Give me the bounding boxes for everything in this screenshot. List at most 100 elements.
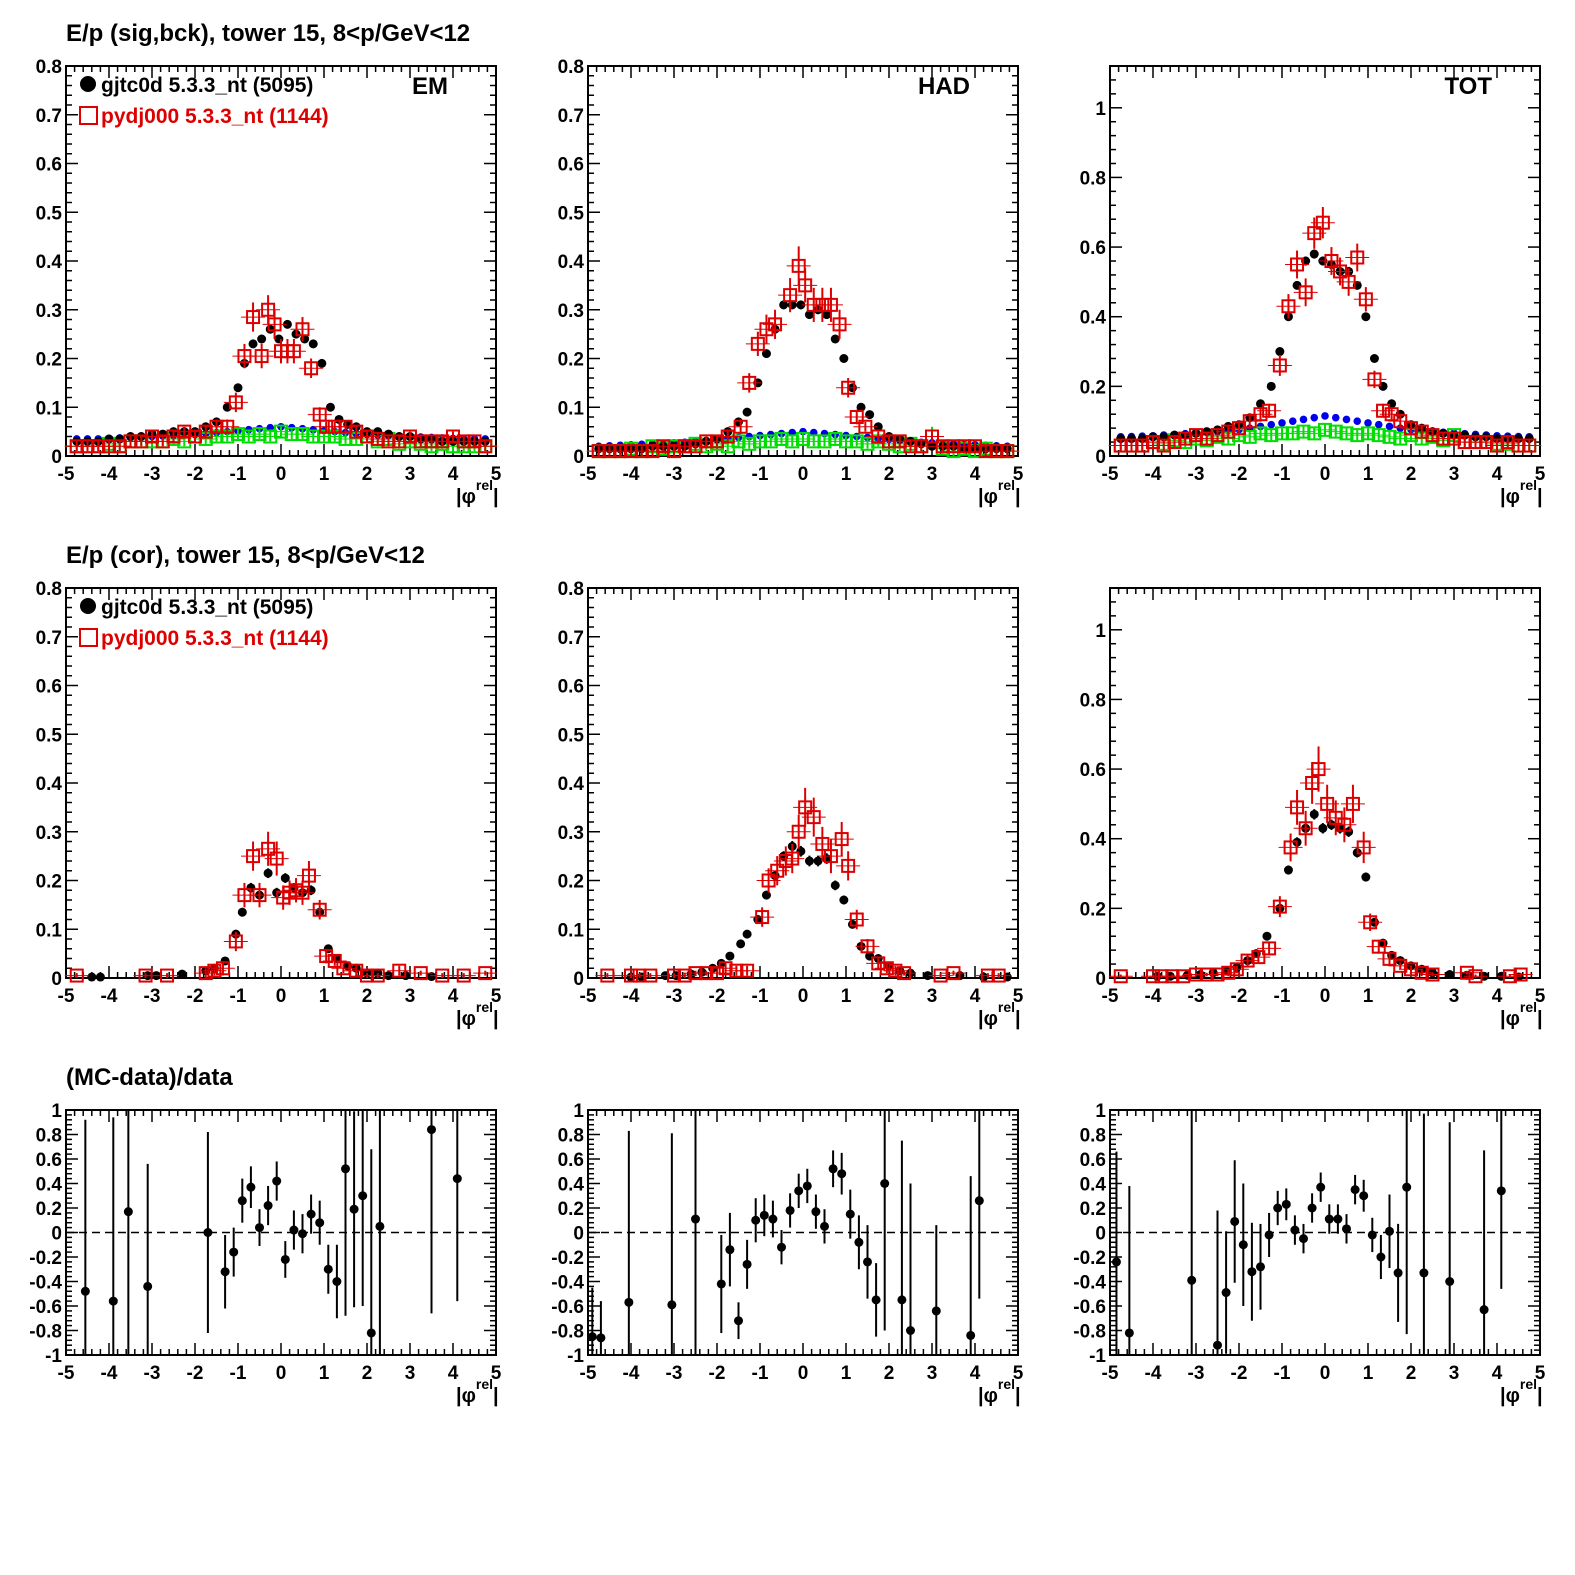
- panel-cor-em: -5 -4 -3 -2 -1 0 1 2 3 4 5 0 0.1 0.2 0.3 0.4 0.5 0.6 0.7 0.…: [36, 579, 502, 1030]
- data-point: [845, 1209, 855, 1219]
- y-tick-label: 0.3: [36, 301, 62, 322]
- x-tick-label: 3: [405, 464, 416, 485]
- x-tick-label: -5: [1102, 986, 1119, 1007]
- data-point: [691, 1214, 700, 1224]
- x-tick-label: 5: [1535, 464, 1546, 485]
- x-tick-label: 1: [1363, 986, 1374, 1007]
- x-tick-label: 5: [1013, 464, 1024, 485]
- data-point: [1264, 1230, 1274, 1240]
- x-tick-label: -3: [144, 464, 161, 485]
- y-tick-label: 0.7: [558, 628, 584, 649]
- data-point: [257, 334, 267, 344]
- data-point: [108, 1296, 118, 1306]
- legend-label-data: gjtc0d 5.3.3_nt (5095): [101, 74, 313, 97]
- y-tick-label: 1: [1095, 1101, 1106, 1122]
- x-axis-label: |φrel|: [1500, 477, 1543, 508]
- x-tick-label: 5: [1013, 986, 1024, 1007]
- data-point: [1213, 1340, 1222, 1350]
- x-tick-label: -4: [101, 986, 118, 1007]
- data-point: [811, 1207, 821, 1217]
- data-point: [742, 1259, 752, 1269]
- legend-label-mc: pydj000 5.3.3_nt (1144): [101, 105, 329, 128]
- data-point: [1281, 1199, 1291, 1209]
- y-tick-label: 0.6: [558, 677, 584, 698]
- x-tick-label: 2: [884, 986, 895, 1007]
- y-tick-label: 0.2: [36, 1199, 62, 1220]
- data-point: [263, 868, 273, 878]
- y-tick-label: 0.4: [558, 774, 585, 795]
- data-point: [1288, 417, 1297, 425]
- data-point: [1273, 1203, 1283, 1213]
- data-point: [1275, 347, 1285, 357]
- y-tick-label: 0.4: [1080, 1175, 1107, 1196]
- x-axis-label: |φrel|: [456, 999, 499, 1030]
- y-tick-label: 0.1: [36, 920, 63, 941]
- data-point: [1262, 931, 1272, 941]
- data-point: [796, 300, 806, 310]
- y-tick-label: 0.4: [558, 252, 585, 273]
- data-point: [366, 1328, 376, 1338]
- panel-sigbck-had: -5 -4 -3 -2 -1 0 1 2 3 4 5 0 0.1 0.2 0.3 0.4 0.5 0.6 0.7 0.…: [558, 57, 1024, 508]
- y-tick-label: -1: [45, 1346, 62, 1367]
- data-point: [317, 358, 327, 368]
- data-point: [667, 1300, 677, 1310]
- data-point: [813, 305, 823, 315]
- x-axis-label: |φrel|: [1500, 999, 1543, 1030]
- data-point: [1402, 1182, 1412, 1192]
- x-tick-label: -4: [623, 986, 640, 1007]
- x-tick-label: -1: [1274, 986, 1291, 1007]
- y-tick-label: 0.8: [36, 1126, 62, 1147]
- x-tick-label: -5: [1102, 1363, 1119, 1384]
- data-point: [143, 1281, 153, 1291]
- data-point: [856, 402, 866, 412]
- x-tick-label: -4: [1145, 464, 1162, 485]
- series-pydj000: [64, 295, 498, 454]
- x-tick-label: 1: [319, 1363, 330, 1384]
- x-tick-label: -1: [752, 1363, 769, 1384]
- x-tick-label: -4: [101, 464, 118, 485]
- x-tick-label: 1: [319, 464, 330, 485]
- data-point: [80, 1286, 90, 1296]
- x-axis-label: |φrel|: [456, 477, 499, 508]
- data-point: [785, 1205, 795, 1215]
- y-tick-label: 0.4: [558, 1175, 585, 1196]
- y-tick-label: 0.3: [558, 823, 584, 844]
- x-tick-label: -3: [666, 464, 683, 485]
- data-point: [830, 334, 840, 344]
- y-tick-label: 0.1: [36, 398, 63, 419]
- data-point: [306, 1209, 316, 1219]
- x-tick-label: -3: [1188, 1363, 1205, 1384]
- data-point: [804, 856, 814, 866]
- data-point: [1374, 420, 1383, 429]
- x-tick-label: -1: [1274, 464, 1291, 485]
- x-axis-label: |φrel|: [1500, 1376, 1543, 1407]
- data-point: [263, 1201, 273, 1211]
- panel-ratio-em: -5 -4 -3 -2 -1 0 1 2 3 4 5 -1 -0.8 -0.6 -0.4 -0.2 0 0.2 0.…: [29, 1101, 501, 1407]
- data-point: [1364, 419, 1372, 427]
- y-tick-label: -0.6: [29, 1297, 62, 1318]
- y-tick-label: 0: [573, 969, 584, 990]
- legend: gjtc0d 5.3.3_nt (5095) pydj000 5.3.3_nt (…: [79, 596, 329, 650]
- x-tick-label: 2: [362, 1363, 373, 1384]
- x-tick-label: -4: [1145, 986, 1162, 1007]
- x-tick-label: 1: [841, 464, 852, 485]
- data-point: [246, 1182, 256, 1192]
- data-point: [923, 971, 933, 981]
- x-tick-label: 0: [798, 1363, 809, 1384]
- data-point: [203, 1228, 213, 1237]
- data-point: [804, 310, 814, 320]
- x-tick-label: 1: [841, 986, 852, 1007]
- series-pydj000: [1108, 207, 1542, 453]
- y-tick-label: 0.6: [36, 1150, 62, 1171]
- panel-sigbck-em: -5 -4 -3 -2 -1 0 1 2 3 4 5 0 0.1 0.2 0.3 0.4 0.5 0.6 0.7 0.…: [36, 57, 502, 508]
- series-ratio: [80, 1110, 462, 1355]
- panel-cor-had: -5 -4 -3 -2 -1 0 1 2 3 4 5 0 0.1 0.2 0.3 0.4 0.5 0.6 0.7 0.…: [558, 579, 1024, 1030]
- y-tick-label: 0.6: [1080, 238, 1106, 259]
- data-point: [596, 1333, 606, 1343]
- x-tick-label: -2: [709, 464, 726, 485]
- x-tick-label: 5: [491, 464, 502, 485]
- data-point: [839, 354, 849, 363]
- data-point: [854, 1237, 864, 1247]
- x-tick-label: -3: [1188, 986, 1205, 1007]
- x-tick-label: -5: [580, 986, 597, 1007]
